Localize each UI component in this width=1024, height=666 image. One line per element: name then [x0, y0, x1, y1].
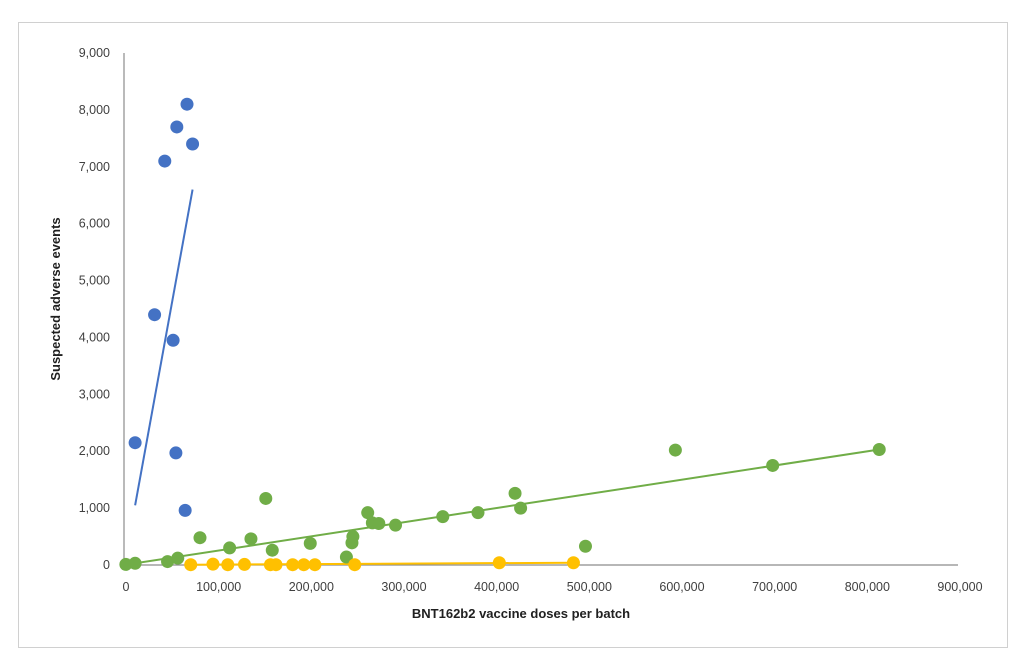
data-point-series-2 — [436, 510, 450, 524]
data-point-series-2 — [389, 518, 403, 532]
data-point-series-3 — [566, 556, 580, 570]
data-point-series-2 — [346, 530, 360, 544]
data-point-series-2 — [303, 536, 317, 550]
x-tick-label: 200,000 — [289, 580, 334, 594]
data-point-series-1 — [128, 436, 142, 450]
data-point-series-2 — [471, 506, 485, 520]
data-point-series-1 — [170, 120, 184, 134]
data-point-series-3 — [221, 558, 235, 572]
data-point-series-3 — [308, 558, 322, 572]
y-tick-label: 1,000 — [79, 501, 110, 515]
data-point-series-1 — [169, 446, 183, 460]
x-tick-label: 100,000 — [196, 580, 241, 594]
data-point-series-1 — [186, 137, 200, 151]
data-point-series-1 — [180, 97, 194, 111]
y-tick-label: 3,000 — [79, 387, 110, 401]
data-point-series-1 — [158, 154, 172, 168]
data-point-series-2 — [766, 458, 780, 472]
x-tick-label: 900,000 — [937, 580, 982, 594]
y-tick-label: 6,000 — [79, 217, 110, 231]
x-tick-label: 800,000 — [845, 580, 890, 594]
data-points — [119, 97, 886, 572]
y-tick-label: 9,000 — [79, 46, 110, 60]
y-tick-label: 5,000 — [79, 274, 110, 288]
data-point-series-2 — [161, 555, 175, 569]
data-point-series-1 — [148, 308, 162, 322]
x-tick-label: 700,000 — [752, 580, 797, 594]
y-tick-label: 2,000 — [79, 444, 110, 458]
data-point-series-2 — [668, 443, 682, 457]
trendline-series-3 — [190, 561, 574, 566]
data-point-series-3 — [206, 557, 220, 571]
data-point-series-2 — [508, 486, 522, 500]
data-point-series-2 — [223, 541, 237, 555]
data-point-series-3 — [297, 558, 311, 572]
data-point-series-2 — [872, 443, 886, 457]
x-tick-label: 500,000 — [567, 580, 612, 594]
data-point-series-2 — [171, 551, 185, 565]
data-point-series-2 — [361, 506, 375, 520]
data-point-series-2 — [578, 539, 592, 553]
data-point-series-2 — [193, 531, 207, 545]
y-axis-title: Suspected adverse events — [48, 217, 63, 380]
y-tick-label: 8,000 — [79, 103, 110, 117]
trendline-series-1 — [134, 189, 194, 506]
data-point-series-3 — [237, 557, 251, 571]
x-tick-label: 300,000 — [381, 580, 426, 594]
x-tick-label: 400,000 — [474, 580, 519, 594]
axes: 0 1,000 2,000 3,000 4,000 5,000 6,000 7,000 8,00… — [79, 46, 983, 594]
data-point-series-3 — [286, 558, 300, 572]
data-point-series-2 — [128, 556, 142, 570]
trendlines — [123, 189, 880, 566]
x-axis-title: BNT162b2 vaccine doses per batch — [412, 606, 630, 621]
y-tick-label: 7,000 — [79, 160, 110, 174]
data-point-series-2 — [244, 532, 258, 546]
data-point-series-3 — [269, 558, 283, 572]
data-point-series-2 — [514, 501, 528, 515]
data-point-series-3 — [184, 558, 198, 572]
data-point-series-3 — [492, 556, 506, 570]
data-point-series-1 — [178, 503, 192, 517]
data-point-series-1 — [166, 333, 180, 347]
y-tick-label: 4,000 — [79, 330, 110, 344]
data-point-series-2 — [339, 550, 353, 564]
y-tick-label: 0 — [103, 558, 110, 572]
data-point-series-2 — [259, 491, 273, 505]
data-point-series-2 — [372, 516, 386, 530]
x-tick-label: 600,000 — [659, 580, 704, 594]
trendline-series-2 — [123, 448, 880, 566]
x-tick-label: 0 — [123, 580, 130, 594]
data-point-series-2 — [265, 543, 279, 557]
data-point-series-3 — [348, 558, 362, 572]
